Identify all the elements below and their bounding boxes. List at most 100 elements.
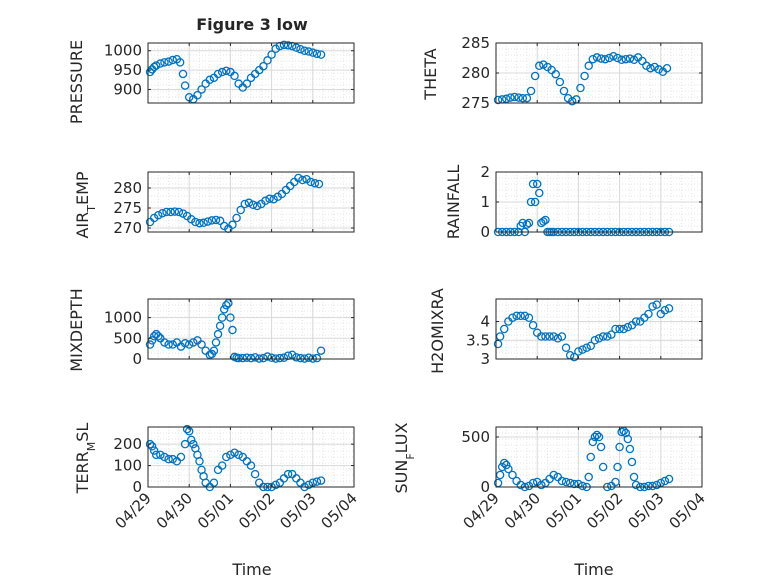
air-temp-data-point <box>232 213 241 223</box>
ylabel-sun-flux: SUNFLUX <box>392 422 417 493</box>
mixdepth-data-point <box>213 329 223 339</box>
terr-msl-data-point <box>283 469 293 479</box>
pressure-data-point <box>267 50 276 59</box>
pressure-data-point <box>180 81 190 90</box>
pressure-data-point <box>300 46 309 55</box>
h2omixra-axes-box <box>495 298 703 360</box>
pressure-data-point <box>263 56 272 65</box>
rainfall-data-point <box>528 179 538 189</box>
theta-data-point <box>526 86 536 96</box>
theta-ytick-label: 280 <box>461 64 490 82</box>
mixdepth-data-point <box>219 305 229 314</box>
h2omixra-data-point <box>648 302 657 311</box>
terr-msl-data-point <box>209 478 219 487</box>
theta-data-point <box>530 71 540 81</box>
terr-msl-data-point <box>176 452 186 462</box>
terr-msl-ytick-label: 0 <box>132 478 142 496</box>
h2omixra-data-point <box>664 304 674 313</box>
theta-data-point <box>613 53 622 63</box>
h2omixra-data-point <box>561 343 571 352</box>
rainfall-data-point <box>530 197 540 207</box>
sun-flux-data-point <box>504 464 513 474</box>
terr-msl-ytick-label: 200 <box>113 435 142 453</box>
pressure-data-point <box>292 43 301 52</box>
theta-data-point <box>502 94 511 104</box>
h2omixra-data-point <box>528 320 538 330</box>
mixdepth-data-point <box>238 353 248 363</box>
theta-data-point <box>555 77 565 87</box>
terr-msl-data-point <box>312 477 322 486</box>
theta-data-point <box>518 93 528 103</box>
air-temp-ytick-label: 275 <box>113 199 142 217</box>
h2omixra-data-point <box>499 324 509 334</box>
air-temp-data-point <box>162 207 171 217</box>
terr-msl-data-point <box>250 469 260 479</box>
xlabel-time-right: Time <box>573 560 613 579</box>
mixdepth-data-point <box>180 339 190 348</box>
h2omixra-data-point <box>545 332 554 341</box>
terr-msl-data-point <box>217 461 227 470</box>
pressure-data-point <box>175 58 185 67</box>
sun-flux-data-point <box>627 457 637 467</box>
air-temp-ytick-label: 280 <box>113 179 142 197</box>
h2omixra-data-point <box>570 352 579 362</box>
pressure-data-point <box>259 61 268 71</box>
theta-data-point <box>629 55 639 65</box>
xlabel-time-left: Time <box>231 560 271 579</box>
pressure-axes-box <box>147 42 355 104</box>
rainfall-data-point <box>532 179 542 189</box>
theta-data-point <box>642 61 651 71</box>
h2omixra-data-point <box>660 305 670 315</box>
h2omixra-data-point <box>619 324 628 334</box>
theta-data-point <box>646 63 655 73</box>
rainfall-ytick-label: 0 <box>480 223 490 241</box>
air-temp-data-point <box>170 207 180 216</box>
rainfall-ytick-label: 1 <box>480 193 490 211</box>
air-temp-data-point <box>306 177 315 187</box>
theta-data-point <box>654 65 663 74</box>
terr-msl-data-point <box>246 461 256 470</box>
terr-msl-data-point <box>160 452 169 462</box>
mixdepth-data-point <box>259 353 268 363</box>
sun-flux-data-point <box>557 476 567 486</box>
h2omixra-data-point <box>541 332 550 341</box>
mixdepth-data-point <box>316 346 326 355</box>
terr-msl-axes-box <box>147 426 355 488</box>
theta-data-point <box>605 53 614 63</box>
air-temp-data-point <box>166 207 175 217</box>
h2omixra-data-point <box>520 311 530 321</box>
air-temp-data-point <box>178 209 188 218</box>
terr-msl-data-point <box>145 439 155 449</box>
subplot-grid: 9009501000275280285270275280012050010003… <box>104 34 709 532</box>
pressure-data-point <box>312 49 322 59</box>
pressure-data-point <box>197 85 206 94</box>
theta-data-point <box>650 62 659 72</box>
theta-data-point <box>617 55 626 65</box>
sun-flux-data-point <box>495 470 505 480</box>
sun-flux-data-point <box>598 462 608 472</box>
rainfall-data-point <box>524 218 534 228</box>
h2omixra-data-point <box>574 347 583 356</box>
h2omixra-data-point <box>508 313 517 322</box>
air-temp-data-point <box>174 207 184 217</box>
sun-flux-data-point <box>660 476 670 486</box>
mixdepth-ytick-label: 1000 <box>104 309 142 327</box>
mixdepth-data-point <box>304 353 313 363</box>
terr-msl-data-point <box>147 442 157 451</box>
theta-data-point <box>567 96 577 106</box>
mixdepth-data-point <box>209 346 219 355</box>
subplot-h2omixra: 33.54 <box>466 298 703 368</box>
terr-msl-data-point <box>156 450 165 460</box>
sun-flux-data-point <box>502 460 511 470</box>
mixdepth-data-point <box>267 353 276 363</box>
terr-msl-data-point <box>187 435 196 445</box>
theta-data-point <box>522 93 532 103</box>
sun-flux-data-point <box>648 481 657 491</box>
terr-msl-data-point <box>234 450 243 460</box>
sun-flux-data-point <box>499 458 509 468</box>
pressure-data-point <box>296 44 305 54</box>
sun-flux-data-point <box>588 437 598 447</box>
h2omixra-data-point <box>495 332 505 341</box>
pressure-data-point <box>193 91 202 100</box>
air-temp-data-point <box>252 201 262 211</box>
